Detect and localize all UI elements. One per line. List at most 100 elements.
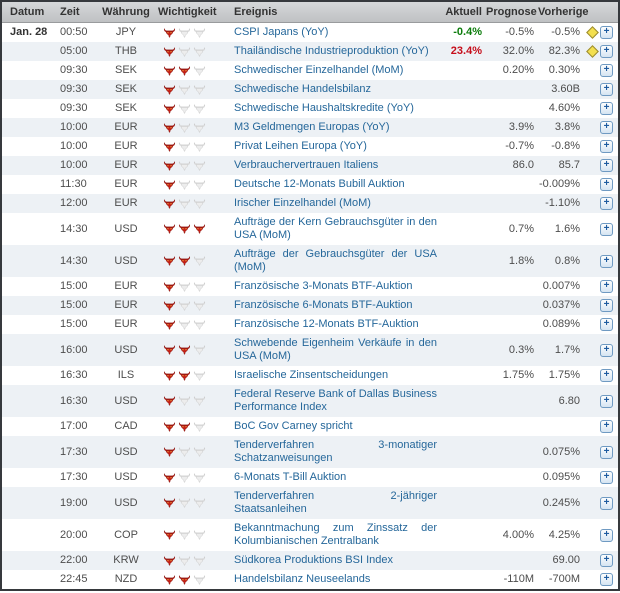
expand-plus-icon[interactable]: + <box>600 102 613 115</box>
actions-box: + <box>584 102 613 115</box>
event-link[interactable]: Schwedische Haushaltskredite (YoY) <box>234 102 414 114</box>
gray-bull-icon <box>193 498 206 508</box>
expand-plus-icon[interactable]: + <box>600 140 613 153</box>
expand-plus-icon[interactable]: + <box>600 26 613 39</box>
time-cell: 22:00 <box>60 554 88 566</box>
previous-cell: 0.007% <box>542 280 580 292</box>
importance-bulls <box>163 320 230 330</box>
forecast-cell: -0.7% <box>505 140 534 152</box>
importance-cell <box>152 519 230 551</box>
actual-cell <box>440 137 486 156</box>
date-cell <box>2 175 54 194</box>
importance-cell <box>152 417 230 436</box>
expand-plus-icon[interactable]: + <box>600 64 613 77</box>
event-link[interactable]: Tenderverfahren 2-jähriger Staatsanleihe… <box>234 490 437 515</box>
actions-cell: + <box>584 194 618 213</box>
expand-plus-icon[interactable]: + <box>600 528 613 542</box>
event-link[interactable]: Aufträge der Gebrauchsgüter der USA (MoM… <box>234 248 437 273</box>
event-link[interactable]: M3 Geldmengen Europas (YoY) <box>234 121 390 133</box>
event-link[interactable]: Schwedische Handelsbilanz <box>234 83 371 95</box>
event-cell: Thailändische Industrieproduktion (YoY) <box>230 42 440 61</box>
event-link[interactable]: Israelische Zinsentscheidungen <box>234 369 389 381</box>
event-link[interactable]: Bekanntmachung zum Zinssatz der Kolumbia… <box>234 522 437 547</box>
date-cell <box>2 334 54 366</box>
expand-plus-icon[interactable]: + <box>600 554 613 567</box>
expand-plus-icon[interactable]: + <box>600 369 613 382</box>
event-link[interactable]: Südkorea Produktions BSI Index <box>234 554 393 566</box>
importance-bulls <box>163 256 230 266</box>
expand-plus-icon[interactable]: + <box>600 394 613 408</box>
previous-cell: 1.75% <box>548 369 580 381</box>
importance-cell <box>152 551 230 570</box>
importance-bulls <box>163 371 230 381</box>
event-link[interactable]: Thailändische Industrieproduktion (YoY) <box>234 45 429 57</box>
actual-cell <box>440 99 486 118</box>
gray-bull-icon <box>193 345 206 355</box>
forecast-cell <box>486 175 538 194</box>
importance-cell <box>152 213 230 245</box>
actions-cell: + <box>584 80 618 99</box>
expand-plus-icon[interactable]: + <box>600 159 613 172</box>
expand-plus-icon[interactable]: + <box>600 445 613 459</box>
date-cell <box>2 436 54 468</box>
event-link[interactable]: Aufträge der Kern Gebrauchsgüter in den … <box>234 216 437 241</box>
event-link[interactable]: Schwedischer Einzelhandel (MoM) <box>234 64 404 76</box>
expand-plus-icon[interactable]: + <box>600 83 613 96</box>
expand-plus-icon[interactable]: + <box>600 420 613 433</box>
time-cell: 15:00 <box>60 299 88 311</box>
red-bull-icon <box>163 320 176 330</box>
alert-diamond-icon[interactable] <box>586 45 599 58</box>
table-row: Jan. 28 00:50 JPY CSPI Japans (YoY) -0.4… <box>2 23 618 43</box>
expand-plus-icon[interactable]: + <box>600 318 613 331</box>
col-header-previous: Vorherige <box>538 2 589 23</box>
importance-bulls <box>163 123 230 133</box>
expand-plus-icon[interactable]: + <box>600 471 613 484</box>
expand-plus-icon[interactable]: + <box>600 45 613 58</box>
expand-plus-icon[interactable]: + <box>600 299 613 312</box>
actual-cell <box>440 61 486 80</box>
event-cell: Südkorea Produktions BSI Index <box>230 551 440 570</box>
event-link[interactable]: Französische 3-Monats BTF-Auktion <box>234 280 413 292</box>
event-link[interactable]: Französische 12-Monats BTF-Auktion <box>234 318 419 330</box>
event-link[interactable]: BoC Gov Carney spricht <box>234 420 353 432</box>
currency-cell: EUR <box>114 280 138 292</box>
event-link[interactable]: Tenderverfahren 3-monatiger Schatzanweis… <box>234 439 437 464</box>
alert-diamond-icon[interactable] <box>586 26 599 39</box>
event-link[interactable]: 6-Monats T-Bill Auktion <box>234 471 347 483</box>
date-cell <box>2 296 54 315</box>
expand-plus-icon[interactable]: + <box>600 573 613 586</box>
event-link[interactable]: Verbrauchervertrauen Italiens <box>234 159 379 171</box>
expand-plus-icon[interactable]: + <box>600 254 613 268</box>
expand-plus-icon[interactable]: + <box>600 280 613 293</box>
event-link[interactable]: Irischer Einzelhandel (MoM) <box>234 197 371 209</box>
red-bull-icon <box>163 224 176 234</box>
red-bull-icon <box>163 282 176 292</box>
expand-plus-icon[interactable]: + <box>600 222 613 236</box>
event-link[interactable]: Handelsbilanz Neuseelands <box>234 573 371 585</box>
event-link[interactable]: Französische 6-Monats BTF-Auktion <box>234 299 413 311</box>
importance-bulls <box>163 28 230 38</box>
event-link[interactable]: Schwebende Eigenheim Verkäufe in den USA… <box>234 337 437 362</box>
actions-cell: + <box>584 468 618 487</box>
gray-bull-icon <box>178 396 191 406</box>
forecast-cell: 0.20% <box>502 64 534 76</box>
event-cell: Französische 12-Monats BTF-Auktion <box>230 315 440 334</box>
actions-cell: + <box>584 570 618 589</box>
previous-cell: -0.5% <box>551 26 580 38</box>
expand-plus-icon[interactable]: + <box>600 121 613 134</box>
currency-cell: EUR <box>114 178 138 190</box>
event-link[interactable]: Federal Reserve Bank of Dallas Business … <box>234 388 437 413</box>
event-link[interactable]: Privat Leihen Europa (YoY) <box>234 140 367 152</box>
actions-cell: + <box>584 551 618 570</box>
time-cell: 12:00 <box>60 197 88 209</box>
red-bull-icon <box>178 422 191 432</box>
gray-bull-icon <box>193 66 206 76</box>
expand-plus-icon[interactable]: + <box>600 178 613 191</box>
event-link[interactable]: Deutsche 12-Monats Bubill Auktion <box>234 178 405 190</box>
expand-plus-icon[interactable]: + <box>600 197 613 210</box>
expand-plus-icon[interactable]: + <box>600 343 613 357</box>
time-cell: 10:00 <box>60 121 88 133</box>
event-link[interactable]: CSPI Japans (YoY) <box>234 26 329 38</box>
expand-plus-icon[interactable]: + <box>600 496 613 510</box>
